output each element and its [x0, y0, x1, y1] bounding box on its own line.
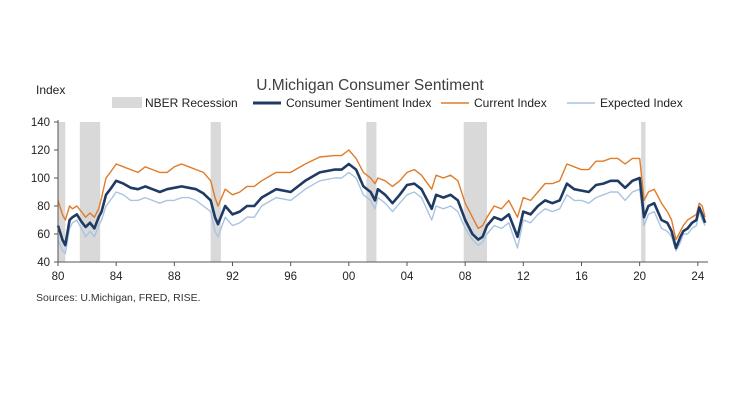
x-tick-label-92: 92	[226, 271, 239, 283]
x-tick-label-84: 84	[110, 271, 123, 283]
x-tick-label-24: 24	[691, 271, 704, 283]
x-tick-label-16: 16	[575, 271, 588, 283]
y-tick-label-120: 120	[31, 145, 50, 157]
current-index-line	[57, 149, 706, 241]
x-tick-label-12: 12	[517, 271, 530, 283]
legend-label-expected-index: Expected Index	[600, 96, 683, 110]
recession-bands	[58, 122, 646, 262]
consumer-sentiment-index-line	[56, 162, 707, 250]
legend-label-nber-recession: NBER Recession	[145, 96, 238, 110]
expected-index-line	[57, 171, 706, 255]
chart-axes	[54, 120, 708, 266]
chart-legend: NBER Recession Consumer Sentiment Index Cu…	[112, 96, 683, 110]
x-tick-label-04: 04	[401, 271, 414, 283]
recession-band-1	[79, 122, 101, 262]
recession-band-2	[210, 122, 221, 262]
x-tick-label-88: 88	[168, 271, 181, 283]
source-note: Sources: U.Michigan, FRED, RISE.	[36, 292, 201, 304]
y-tick-label-80: 80	[37, 201, 50, 213]
x-tick-label-96: 96	[284, 271, 297, 283]
y-tick-labels: 40 60 80 100 120 140	[31, 117, 50, 269]
series-lines	[56, 149, 707, 255]
y-tick-label-140: 140	[31, 117, 50, 129]
legend-swatch-nber-recession	[112, 97, 142, 108]
y-tick-label-60: 60	[37, 229, 50, 241]
x-tick-labels: 80 84 88 92 96 00 04 08 12 16 20 24	[52, 271, 705, 283]
x-tick-label-80: 80	[52, 271, 65, 283]
legend-label-current-index: Current Index	[474, 96, 547, 110]
y-tick-label-100: 100	[31, 173, 50, 185]
x-tick-label-00: 00	[342, 271, 355, 283]
chart-title: U.Michigan Consumer Sentiment	[256, 77, 484, 94]
y-axis-label: Index	[36, 83, 65, 97]
x-tick-label-08: 08	[459, 271, 472, 283]
y-tick-label-40: 40	[37, 257, 50, 269]
x-tick-label-20: 20	[633, 271, 646, 283]
recession-band-0	[58, 122, 66, 262]
legend-label-consumer-sentiment-index: Consumer Sentiment Index	[286, 96, 431, 110]
